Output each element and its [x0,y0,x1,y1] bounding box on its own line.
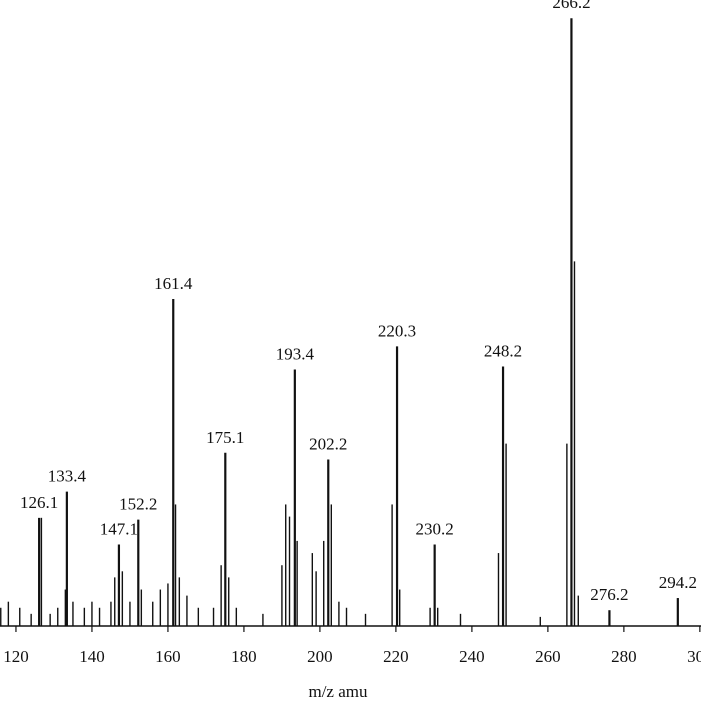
x-tick-label: 120 [3,647,29,666]
peak-label: 126.1 [20,493,58,512]
x-tick-label: 300 [687,647,701,666]
x-tick-label: 160 [155,647,181,666]
x-axis-label: m/z amu [308,682,368,701]
peak-label: 230.2 [416,520,454,539]
peak-label: 248.2 [484,341,522,360]
peak-label: 276.2 [590,585,628,604]
x-tick-label: 280 [611,647,637,666]
x-tick-label: 260 [535,647,561,666]
x-tick-label: 180 [231,647,257,666]
peak-label: 152.2 [119,495,157,514]
peak-label: 133.4 [48,467,87,486]
peak-label: 266.2 [552,0,590,12]
x-tick-label: 240 [459,647,485,666]
x-tick-label: 140 [79,647,105,666]
peak-label: 220.3 [378,321,416,340]
x-tick-label: 200 [307,647,333,666]
peak-label: 202.2 [309,434,347,453]
peak-label: 193.4 [276,345,315,364]
peak-label: 175.1 [206,428,244,447]
peak-label: 147.1 [100,520,138,539]
x-tick-label: 220 [383,647,409,666]
peak-label: 161.4 [154,274,193,293]
peak-label: 294.2 [659,573,697,592]
